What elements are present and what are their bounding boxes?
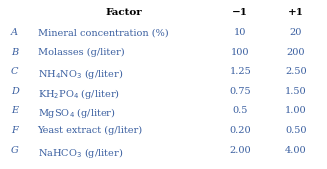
Text: 2.50: 2.50	[285, 67, 307, 76]
Text: Yeast extract (g/liter): Yeast extract (g/liter)	[38, 126, 143, 135]
Text: 2.00: 2.00	[230, 146, 251, 155]
Text: 1.50: 1.50	[285, 87, 307, 96]
Text: −1: −1	[232, 8, 248, 17]
Text: Molasses (g/liter): Molasses (g/liter)	[38, 48, 124, 57]
Text: E: E	[11, 106, 18, 115]
Text: G: G	[11, 146, 19, 155]
Text: KH$_2$PO$_4$ (g/liter): KH$_2$PO$_4$ (g/liter)	[38, 87, 120, 101]
Text: NH$_4$NO$_3$ (g/liter): NH$_4$NO$_3$ (g/liter)	[38, 67, 123, 81]
Text: NaHCO$_3$ (g/liter): NaHCO$_3$ (g/liter)	[38, 146, 123, 160]
Text: 20: 20	[290, 28, 302, 37]
Text: 0.50: 0.50	[285, 126, 307, 135]
Text: B: B	[11, 48, 18, 57]
Text: 10: 10	[234, 28, 247, 37]
Text: 0.20: 0.20	[230, 126, 251, 135]
Text: MgSO$_4$ (g/liter): MgSO$_4$ (g/liter)	[38, 106, 115, 120]
Text: 100: 100	[231, 48, 250, 57]
Text: D: D	[11, 87, 19, 96]
Text: Factor: Factor	[106, 8, 143, 17]
Text: 0.75: 0.75	[230, 87, 251, 96]
Text: A: A	[11, 28, 18, 37]
Text: 4.00: 4.00	[285, 146, 307, 155]
Text: 1.25: 1.25	[230, 67, 251, 76]
Text: +1: +1	[288, 8, 304, 17]
Text: C: C	[11, 67, 18, 76]
Text: Mineral concentration (%): Mineral concentration (%)	[38, 28, 168, 37]
Text: 200: 200	[287, 48, 305, 57]
Text: 0.5: 0.5	[232, 106, 248, 115]
Text: 1.00: 1.00	[285, 106, 307, 115]
Text: F: F	[11, 126, 18, 135]
